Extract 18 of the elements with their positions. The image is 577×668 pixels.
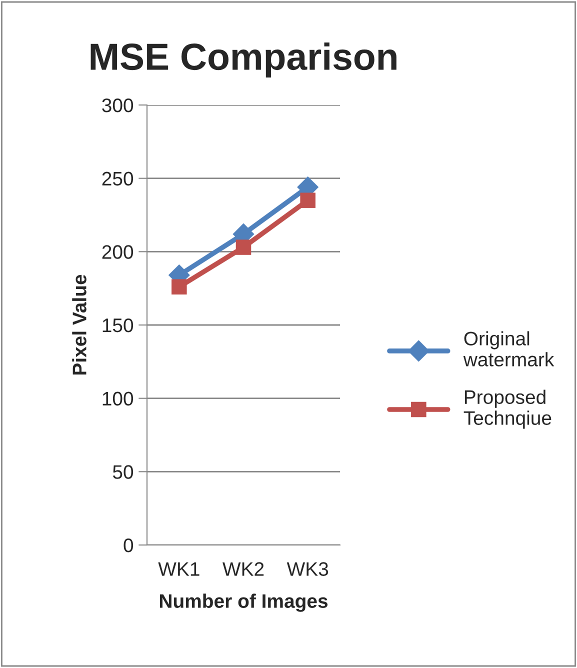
point [236,240,252,255]
y-axis-title: Pixel Value [72,274,86,375]
legend-label: Original watermark [463,331,554,366]
x-tick-label: WK2 [222,562,264,576]
x-tick-label: WK3 [286,562,328,576]
point [172,279,187,295]
y-tick-label: 300 [102,98,134,112]
y-tick-label: 100 [102,392,134,406]
y-tick-label: 50 [112,465,134,479]
y-tick-label: 250 [102,172,134,186]
x-axis-title: Number of Images [160,594,328,612]
point [300,192,316,208]
x-tick-label: WK1 [158,562,200,576]
legend-label: Proposed Technqiue [464,390,552,429]
y-tick-label: 200 [102,245,134,259]
y-tick-label: 150 [102,318,134,332]
y-tick-label: 0 [124,538,134,552]
chart-title: MSE Comparison [90,42,396,78]
